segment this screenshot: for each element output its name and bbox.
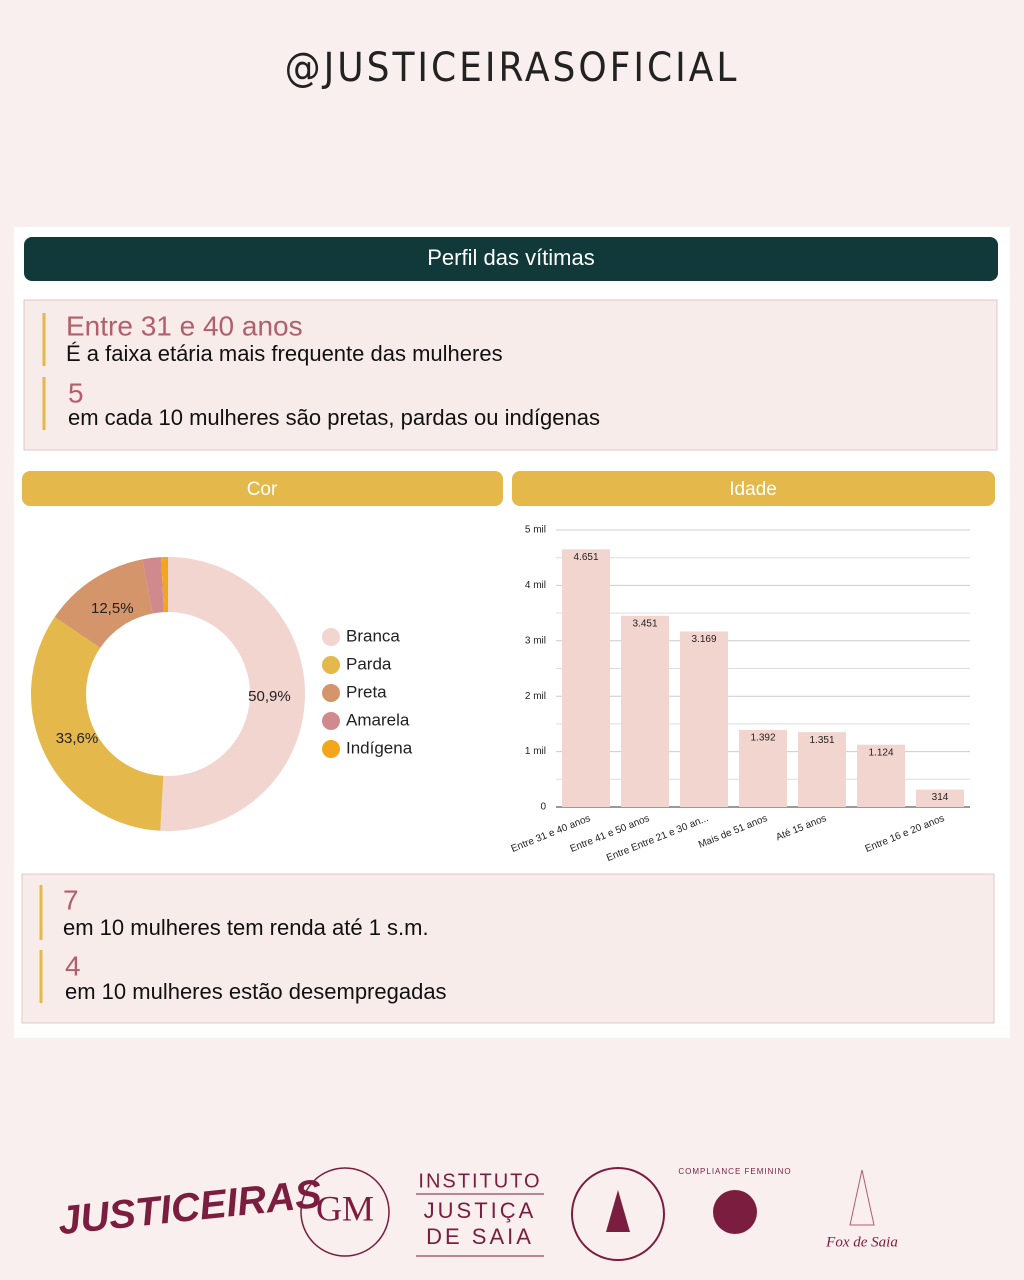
stat-text: em 10 mulheres tem renda até 1 s.m. <box>63 915 429 940</box>
bar <box>739 729 787 807</box>
section-title: Cor <box>247 479 278 500</box>
legend-swatch <box>322 684 340 702</box>
data-label: 4.651 <box>573 552 598 563</box>
pie-slice <box>161 557 168 613</box>
pie-slice <box>54 559 153 648</box>
legend-swatch <box>322 628 340 646</box>
data-label: 314 <box>932 792 949 803</box>
bar <box>621 615 669 807</box>
handle: @JUSTICEIRASOFICIAL <box>285 45 740 91</box>
legend-label: Branca <box>346 626 400 645</box>
bar <box>562 549 610 807</box>
legend-label: Amarela <box>346 710 410 729</box>
data-label: 33,6% <box>56 730 99 747</box>
logo-text: COMPLIANCE FEMININO <box>678 1167 791 1176</box>
pie-slice <box>142 557 164 614</box>
pie-slice <box>30 616 164 831</box>
data-label: 1.124 <box>868 747 893 758</box>
data-label: 50,9% <box>248 688 291 705</box>
data-label: 12,5% <box>91 600 134 617</box>
logo-text: JUSTIÇA <box>424 1198 537 1223</box>
legend-label: Indígena <box>346 738 413 757</box>
bar <box>798 732 846 807</box>
section-header <box>512 471 995 506</box>
panel-title: Perfil das vítimas <box>427 245 595 270</box>
y-tick-label: 1 mil <box>525 746 546 757</box>
logo-globe <box>713 1190 757 1234</box>
logo-text: Fox de Saia <box>825 1234 898 1250</box>
stat-text: É a faixa etária mais frequente das mulh… <box>66 341 503 366</box>
y-tick-label: 2 mil <box>525 691 546 702</box>
legend-label: Preta <box>346 682 387 701</box>
stat-text: em 10 mulheres estão desempregadas <box>65 979 447 1004</box>
stat-value: 5 <box>68 377 84 408</box>
stats-box <box>21 873 995 1024</box>
legend-swatch <box>322 656 340 674</box>
data-label: 1.392 <box>750 733 775 744</box>
logo-mark: GM <box>316 1188 374 1228</box>
legend-swatch <box>322 712 340 730</box>
stat-value: 7 <box>63 884 79 915</box>
y-tick-label: 4 mil <box>525 580 546 591</box>
header-bar <box>24 237 998 281</box>
stats-box <box>23 299 998 451</box>
bar <box>916 789 964 807</box>
logo-text: DE SAIA <box>426 1224 534 1249</box>
stat-value: Entre 31 e 40 anos <box>66 310 303 341</box>
logo-text: INSTITUTO <box>418 1170 541 1192</box>
pie-slice <box>160 557 305 831</box>
data-label: 1.351 <box>809 735 834 746</box>
legend-swatch <box>322 740 340 758</box>
section-title: Idade <box>729 479 777 500</box>
data-label: 3.169 <box>691 634 716 645</box>
logo-circle <box>300 1167 390 1257</box>
bar <box>680 631 728 807</box>
section-header <box>22 471 503 506</box>
stat-value: 4 <box>65 950 81 981</box>
data-label: 3.451 <box>632 618 657 629</box>
y-tick-label: 0 <box>540 802 546 813</box>
y-tick-label: 5 mil <box>525 525 546 536</box>
y-tick-label: 3 mil <box>525 635 546 646</box>
logo-icon <box>849 1169 875 1226</box>
logo-icon <box>606 1190 630 1232</box>
logo-circle <box>571 1167 665 1261</box>
bar <box>857 744 905 807</box>
legend-label: Parda <box>346 654 392 673</box>
stat-text: em cada 10 mulheres são pretas, pardas o… <box>68 405 600 430</box>
